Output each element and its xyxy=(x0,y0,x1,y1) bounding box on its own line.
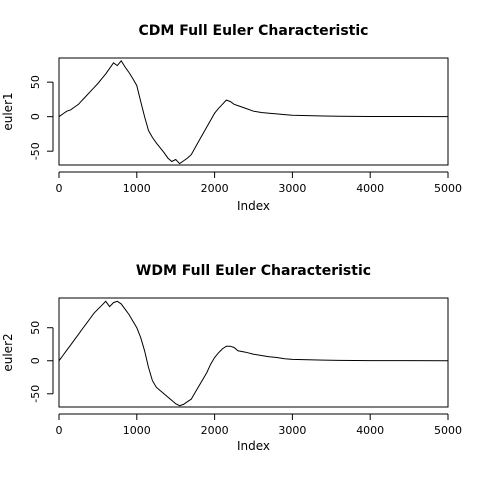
x-tick-label: 5000 xyxy=(434,182,462,195)
x-tick-label: 3000 xyxy=(278,182,306,195)
x-tick-label: 2000 xyxy=(201,424,229,437)
y-tick-label: 50 xyxy=(29,321,42,335)
x-tick-label: 1000 xyxy=(123,424,151,437)
x-tick-label: 1000 xyxy=(123,182,151,195)
chart-title: WDM Full Euler Characteristic xyxy=(136,263,371,279)
y-axis-label: euler2 xyxy=(1,333,15,371)
x-axis-label: Index xyxy=(237,199,270,213)
x-tick-label: 0 xyxy=(56,424,63,437)
x-tick-label: 0 xyxy=(56,182,63,195)
y-axis-label: euler1 xyxy=(1,92,15,130)
x-tick-label: 3000 xyxy=(278,424,306,437)
x-tick-label: 5000 xyxy=(434,424,462,437)
x-axis-label: Index xyxy=(237,439,270,453)
y-tick-label: 50 xyxy=(29,75,42,89)
chart-title: CDM Full Euler Characteristic xyxy=(139,23,369,39)
x-tick-label: 2000 xyxy=(201,182,229,195)
x-tick-label: 4000 xyxy=(356,182,384,195)
y-tick-label: -50 xyxy=(29,142,42,160)
y-tick-label: 0 xyxy=(29,357,42,364)
series-line xyxy=(58,59,449,165)
plot-frame xyxy=(58,297,449,408)
x-tick-label: 4000 xyxy=(356,424,384,437)
chart-panel: CDM Full Euler Characteristic 0 1000 2000 30… xyxy=(1,23,462,213)
chart-panel: WDM Full Euler Characteristic 0 1000 2000 30… xyxy=(1,263,462,453)
plot-frame xyxy=(58,57,449,166)
y-tick-label: -50 xyxy=(29,385,42,403)
series-line xyxy=(58,300,449,407)
y-tick-label: 0 xyxy=(29,113,42,120)
